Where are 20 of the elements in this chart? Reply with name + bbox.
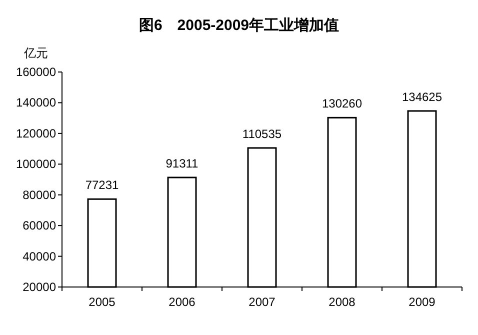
data-label: 110535 — [242, 126, 282, 141]
y-tick-label: 140000 — [16, 96, 56, 110]
y-tick-label: 40000 — [22, 249, 56, 264]
x-tick-label: 2005 — [88, 295, 116, 309]
y-tick-label: 60000 — [22, 218, 56, 233]
y-tick-label: 160000 — [16, 65, 56, 79]
data-label: 91311 — [166, 156, 199, 170]
chart-title: 图6 2005-2009年工业增加值 — [138, 17, 340, 34]
x-tick-label: 2007 — [248, 295, 276, 309]
y-axis-title: 亿元 — [23, 46, 48, 60]
x-tick-label: 2009 — [408, 295, 436, 309]
y-tick-label: 120000 — [16, 126, 56, 140]
y-tick-label: 20000 — [22, 280, 56, 294]
y-tick-label: 100000 — [16, 157, 56, 172]
data-label: 77231 — [85, 178, 120, 192]
x-tick-label: 2008 — [328, 295, 356, 309]
y-tick-label: 80000 — [22, 188, 56, 202]
data-label: 134625 — [402, 90, 442, 104]
x-tick-label: 2006 — [168, 295, 196, 309]
data-label: 130260 — [322, 96, 362, 111]
